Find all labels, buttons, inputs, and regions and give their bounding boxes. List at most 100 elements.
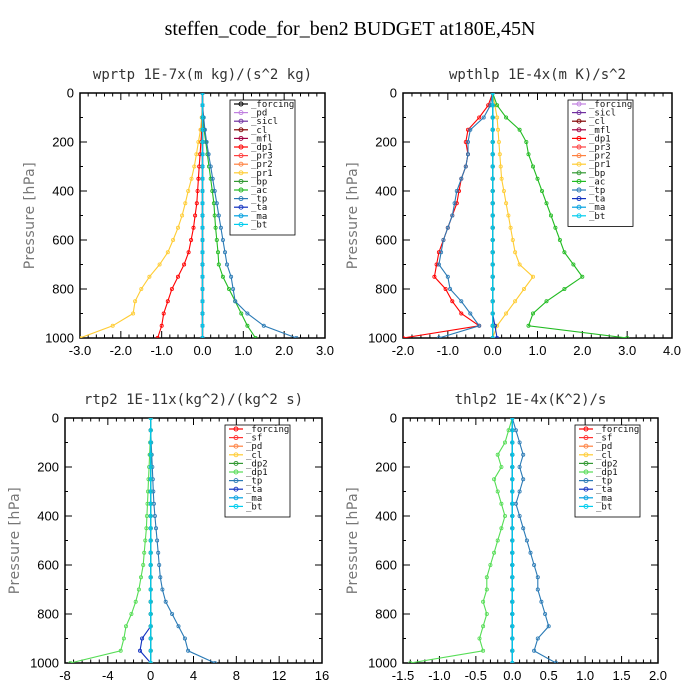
legend-marker bbox=[238, 196, 244, 202]
series-point-dp1 bbox=[196, 176, 201, 181]
series-point-bt bbox=[148, 636, 153, 641]
legend-entry: _pr1 bbox=[589, 160, 611, 170]
series-point-pr1 bbox=[501, 188, 506, 193]
series-point-tp bbox=[206, 152, 211, 157]
series-point-tp bbox=[535, 636, 540, 641]
series-point-dp1 bbox=[450, 299, 455, 304]
legend-marker bbox=[583, 435, 589, 441]
series-point-tp bbox=[513, 428, 518, 433]
series-point-dp1 bbox=[161, 311, 166, 316]
series-point-dp1 bbox=[434, 262, 439, 267]
panel-title: wprtp 1E-7x(m kg)/(s^2 kg) bbox=[93, 67, 312, 83]
legend-marker bbox=[238, 178, 244, 184]
x-tick-label: -4 bbox=[102, 668, 114, 683]
series-line-tp bbox=[511, 418, 557, 663]
series-line-dp1 bbox=[410, 418, 513, 663]
series-point-bt bbox=[490, 311, 495, 316]
y-axis-label: Pressure [hPa] bbox=[7, 487, 23, 594]
y-tick-label: 1000 bbox=[30, 656, 59, 671]
series-point-tp bbox=[459, 299, 464, 304]
series-point-dp1 bbox=[492, 550, 497, 555]
legend-marker bbox=[576, 101, 582, 107]
series-point-dp1 bbox=[138, 575, 143, 580]
series-point-ac bbox=[526, 323, 531, 328]
series-point-dp1 bbox=[495, 452, 500, 457]
y-tick-label: 1000 bbox=[45, 331, 74, 346]
series-point-bt bbox=[200, 115, 205, 120]
series-point-dp1 bbox=[456, 188, 461, 193]
series-point-bt bbox=[510, 526, 515, 531]
series-point-bt bbox=[148, 599, 153, 604]
legend-marker bbox=[576, 135, 582, 141]
series-point-dp1 bbox=[191, 225, 196, 230]
y-tick-label: 0 bbox=[67, 86, 74, 101]
series-point-tp bbox=[521, 452, 526, 457]
series-point-pr1 bbox=[175, 225, 180, 230]
series-point-dp1 bbox=[144, 514, 149, 519]
legend-entry: _pr1 bbox=[251, 169, 273, 179]
series-point-dp1 bbox=[143, 538, 148, 543]
series-point-dp1 bbox=[193, 213, 198, 218]
legend-marker bbox=[576, 110, 582, 116]
x-tick-label: 2.0 bbox=[649, 668, 667, 683]
series-point-tp bbox=[543, 612, 548, 617]
series-group bbox=[68, 418, 217, 663]
x-tick-label: 8 bbox=[233, 668, 240, 683]
series-group bbox=[408, 418, 558, 663]
series-point-dp1 bbox=[484, 612, 489, 617]
series-point-dp1 bbox=[141, 563, 146, 568]
legend-marker bbox=[583, 426, 589, 432]
legend-marker bbox=[576, 196, 582, 202]
series-point-dp1 bbox=[408, 661, 413, 663]
y-tick-label: 200 bbox=[375, 460, 397, 475]
series-point-tp bbox=[182, 636, 187, 641]
series-point-bt bbox=[200, 250, 205, 255]
series-point-ac bbox=[544, 201, 549, 206]
series-point-ac bbox=[239, 311, 244, 316]
series-point-dp1 bbox=[198, 152, 203, 157]
series-point-dp1 bbox=[155, 336, 160, 338]
series-point-bt bbox=[490, 274, 495, 279]
legend-marker bbox=[238, 213, 244, 219]
series-point-bt bbox=[490, 237, 495, 242]
series-point-bt bbox=[490, 299, 495, 304]
series-point-dp1 bbox=[502, 514, 507, 519]
series-point-pr1 bbox=[513, 299, 518, 304]
series-point-dp1 bbox=[186, 250, 191, 255]
series-point-bt bbox=[510, 624, 515, 629]
series-point-ac bbox=[253, 336, 258, 338]
series-point-ac bbox=[535, 176, 540, 181]
legend-marker bbox=[233, 435, 239, 441]
legend-marker bbox=[233, 452, 239, 458]
legend-entry: _bt bbox=[246, 502, 262, 512]
legend-entry: _bp bbox=[251, 177, 267, 187]
series-point-tp bbox=[465, 152, 470, 157]
legend-marker bbox=[233, 478, 239, 484]
series-point-bt bbox=[200, 262, 205, 267]
series-point-tp bbox=[477, 323, 482, 328]
legend-entry: _bp bbox=[589, 169, 605, 179]
series-point-bt bbox=[510, 489, 515, 494]
x-tick-label: -1.5 bbox=[392, 668, 414, 683]
legend-entry: _ac bbox=[251, 186, 267, 196]
series-point-tp bbox=[220, 237, 225, 242]
series-point-dp1 bbox=[499, 526, 504, 531]
series-point-tp bbox=[294, 336, 299, 338]
legend-entry: _ta bbox=[246, 485, 262, 495]
series-point-pr1 bbox=[192, 164, 197, 169]
series-point-tp bbox=[448, 286, 453, 291]
y-tick-label: 800 bbox=[37, 607, 59, 622]
chart-panel-4: thlp2 1E-4x(K^2)/s Pressure [hPa] 0 200 400 6… bbox=[345, 392, 667, 683]
y-tick-label: 0 bbox=[52, 411, 59, 426]
series-point-bt bbox=[148, 648, 153, 653]
legend-marker bbox=[238, 127, 244, 133]
legend-marker bbox=[576, 118, 582, 124]
series-point-dp1 bbox=[459, 311, 464, 316]
series-point-tp bbox=[513, 501, 518, 506]
x-tick-label: 1.0 bbox=[528, 343, 546, 358]
series-point-dp1 bbox=[492, 477, 497, 482]
series-point-tp bbox=[245, 311, 250, 316]
panel-title: thlp2 1E-4x(K^2)/s bbox=[455, 392, 607, 408]
legend-entry: _sf bbox=[596, 434, 612, 444]
